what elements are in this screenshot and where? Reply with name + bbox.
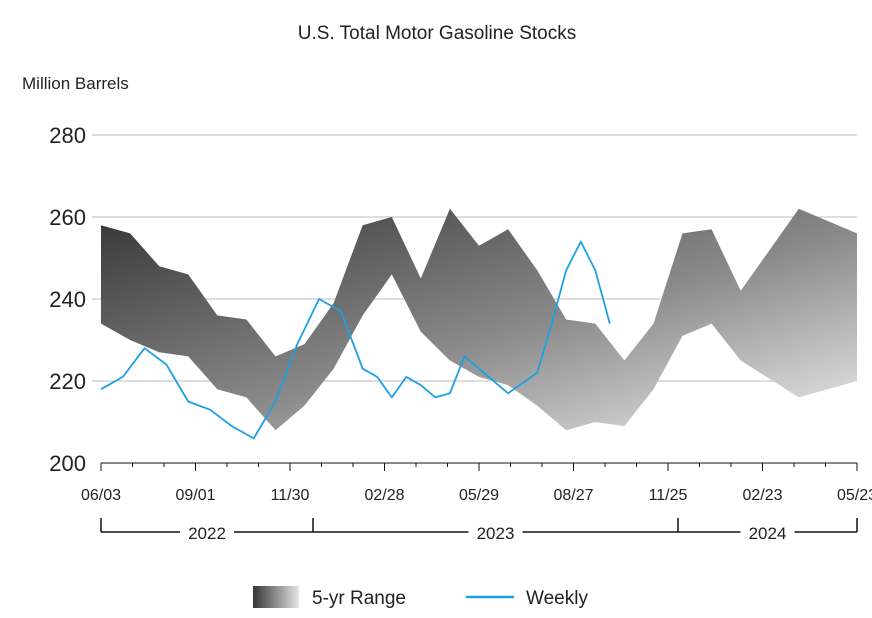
- x-tick-label: 05/29: [459, 487, 499, 504]
- x-tick-label: 09/01: [175, 487, 215, 504]
- x-tick-label: 02/28: [364, 487, 404, 504]
- year-label: 2024: [749, 524, 787, 543]
- y-tick-label: 260: [49, 205, 86, 230]
- y-tick-label: 240: [49, 287, 86, 312]
- x-tick-label: 02/23: [742, 487, 782, 504]
- y-axis-label: Million Barrels: [22, 74, 129, 93]
- x-tick-label: 11/30: [271, 487, 310, 504]
- year-label: 2022: [188, 524, 226, 543]
- series-weekly-line: [100, 240, 611, 440]
- chart-title: U.S. Total Motor Gasoline Stocks: [298, 23, 576, 44]
- legend-range-swatch: [253, 586, 299, 608]
- x-tick-label: 08/27: [553, 487, 593, 504]
- year-axis: 2022 2023 2024: [100, 518, 858, 543]
- year-label-bg: [180, 520, 234, 540]
- series-5yr-range-band: [101, 208, 857, 431]
- y-tick-label: 220: [49, 369, 86, 394]
- y-tick-label: 280: [49, 123, 86, 148]
- x-tick-label: 05/23: [837, 487, 872, 504]
- plot-area: [100, 208, 857, 440]
- legend-weekly-label: Weekly: [526, 588, 588, 609]
- x-tick-label: 06/03: [81, 487, 121, 504]
- y-tick-label: 200: [49, 451, 86, 476]
- x-axis: 06/03 09/01 11/30 02/28 05/29 08/27 11/25 02/23…: [81, 462, 872, 504]
- year-label-bg: [468, 520, 523, 540]
- y-tick-labels: 200 220 240 260 280: [49, 123, 86, 476]
- legend-range-label: 5-yr Range: [312, 588, 406, 609]
- legend: 5-yr Range Weekly: [253, 586, 588, 609]
- year-label: 2023: [477, 524, 515, 543]
- year-label-bg: [740, 520, 795, 540]
- x-tick-label: 11/25: [649, 487, 688, 504]
